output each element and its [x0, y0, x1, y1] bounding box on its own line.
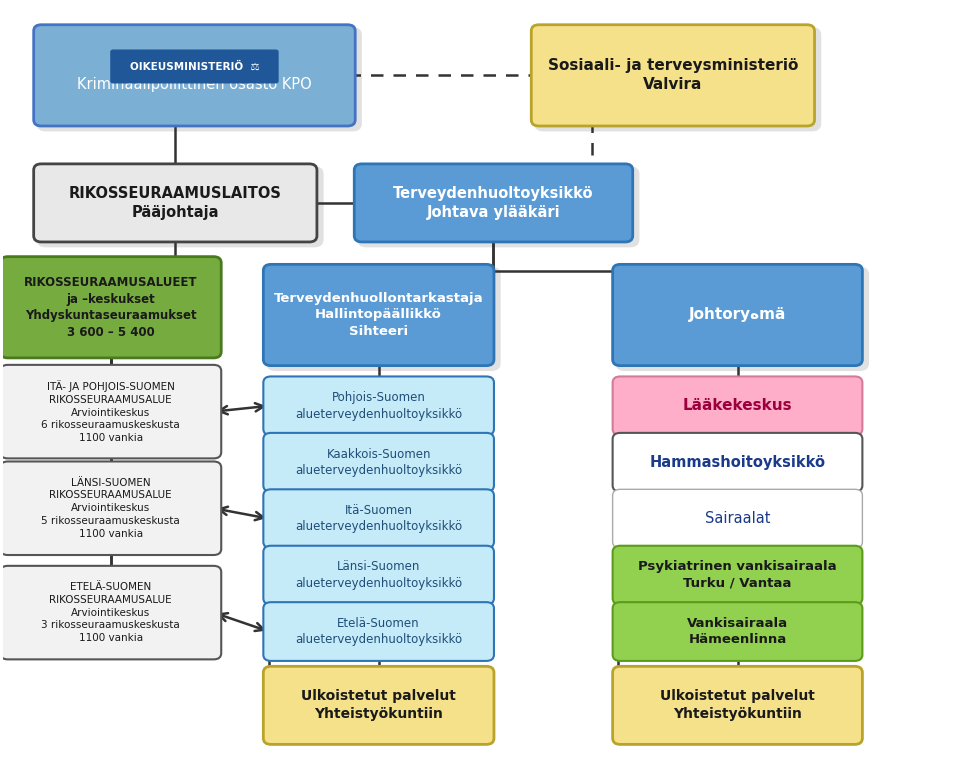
Text: Pohjois-Suomen
alueterveydenhuoltoyksikkö: Pohjois-Suomen alueterveydenhuoltoyksikk…	[295, 391, 462, 421]
FancyBboxPatch shape	[36, 166, 324, 247]
FancyBboxPatch shape	[110, 49, 278, 83]
FancyBboxPatch shape	[36, 27, 362, 131]
FancyBboxPatch shape	[263, 376, 494, 435]
Text: ITÄ- JA POHJOIS-SUOMEN
RIKOSSEURAAMUSALUE
Arviointikeskus
6 rikosseuraamuskeskus: ITÄ- JA POHJOIS-SUOMEN RIKOSSEURAAMUSALU…	[41, 380, 180, 443]
Text: Itä-Suomen
alueterveydenhuoltoyksikkö: Itä-Suomen alueterveydenhuoltoyksikkö	[295, 504, 462, 533]
FancyBboxPatch shape	[612, 602, 862, 661]
FancyBboxPatch shape	[612, 433, 862, 492]
FancyBboxPatch shape	[263, 264, 494, 366]
Text: Johtoryهmä: Johtoryهmä	[689, 308, 786, 322]
FancyBboxPatch shape	[612, 376, 862, 435]
Text: OIKEUSMINISTERIÖ  ⚖: OIKEUSMINISTERIÖ ⚖	[130, 61, 259, 72]
FancyBboxPatch shape	[612, 489, 862, 548]
FancyBboxPatch shape	[354, 164, 633, 242]
FancyBboxPatch shape	[263, 489, 494, 548]
Text: LÄNSI-SUOMEN
RIKOSSEURAAMUSALUE
Arviointikeskus
5 rikosseuraamuskeskusta
1100 va: LÄNSI-SUOMEN RIKOSSEURAAMUSALUE Arvioint…	[41, 478, 180, 539]
Text: RIKOSSEURAAMUSALUEET
ja –keskukset
Yhdyskuntaseuraamukset
3 600 – 5 400: RIKOSSEURAAMUSALUEET ja –keskukset Yhdys…	[24, 276, 198, 339]
Text: ETELÄ-SUOMEN
RIKOSSEURAAMUSALUE
Arviointikeskus
3 rikosseuraamuskeskusta
1100 va: ETELÄ-SUOMEN RIKOSSEURAAMUSALUE Arvioint…	[41, 582, 180, 643]
Text: Ulkoistetut palvelut
Yhteistyökuntiin: Ulkoistetut palvelut Yhteistyökuntiin	[301, 690, 456, 721]
Text: Etelä-Suomen
alueterveydenhuoltoyksikkö: Etelä-Suomen alueterveydenhuoltoyksikkö	[295, 617, 462, 646]
FancyBboxPatch shape	[263, 602, 494, 661]
FancyBboxPatch shape	[615, 267, 869, 371]
FancyBboxPatch shape	[263, 666, 494, 744]
Text: Psykiatrinen vankisairaala
Turku / Vantaa: Psykiatrinen vankisairaala Turku / Vanta…	[638, 560, 837, 590]
FancyBboxPatch shape	[612, 264, 862, 366]
FancyBboxPatch shape	[612, 666, 862, 744]
Text: Lääkekeskus: Lääkekeskus	[683, 398, 792, 414]
Text: RIKOSSEURAAMUSLAITOS
Pääjohtaja: RIKOSSEURAAMUSLAITOS Pääjohtaja	[69, 186, 281, 220]
FancyBboxPatch shape	[34, 164, 317, 242]
FancyBboxPatch shape	[34, 25, 355, 126]
Text: Hammashoitoyksikkö: Hammashoitoyksikkö	[650, 455, 826, 470]
Text: OIKEUSMINISTERIÖ  ⚖
Kriminaalipoliittinen osasto KPO: OIKEUSMINISTERIÖ ⚖ Kriminaalipoliittinen…	[77, 58, 312, 93]
Text: Vankisairaala
Hämeenlinna: Vankisairaala Hämeenlinna	[687, 617, 788, 646]
Text: Ulkoistetut palvelut
Yhteistyökuntiin: Ulkoistetut palvelut Yhteistyökuntiin	[660, 690, 815, 721]
FancyBboxPatch shape	[531, 25, 814, 126]
FancyBboxPatch shape	[0, 257, 221, 358]
FancyBboxPatch shape	[357, 166, 639, 247]
FancyBboxPatch shape	[263, 433, 494, 492]
Text: Terveydenhuollontarkastaja
Hallintopäällikkö
Sihteeri: Terveydenhuollontarkastaja Hallintopääll…	[274, 292, 484, 338]
FancyBboxPatch shape	[534, 27, 821, 131]
FancyBboxPatch shape	[0, 365, 221, 458]
Text: Länsi-Suomen
alueterveydenhuoltoyksikkö: Länsi-Suomen alueterveydenhuoltoyksikkö	[295, 560, 462, 590]
Text: Terveydenhuoltoyksikkö
Johtava ylääkäri: Terveydenhuoltoyksikkö Johtava ylääkäri	[394, 186, 593, 220]
FancyBboxPatch shape	[263, 546, 494, 604]
FancyBboxPatch shape	[0, 461, 221, 555]
Text: Sairaalat: Sairaalat	[705, 511, 770, 526]
FancyBboxPatch shape	[612, 546, 862, 604]
FancyBboxPatch shape	[0, 566, 221, 659]
FancyBboxPatch shape	[266, 267, 501, 371]
Text: Kaakkois-Suomen
alueterveydenhuoltoyksikkö: Kaakkois-Suomen alueterveydenhuoltoyksik…	[295, 448, 462, 477]
Text: Sosiaali- ja terveysministeriö
Valvira: Sosiaali- ja terveysministeriö Valvira	[548, 58, 798, 93]
